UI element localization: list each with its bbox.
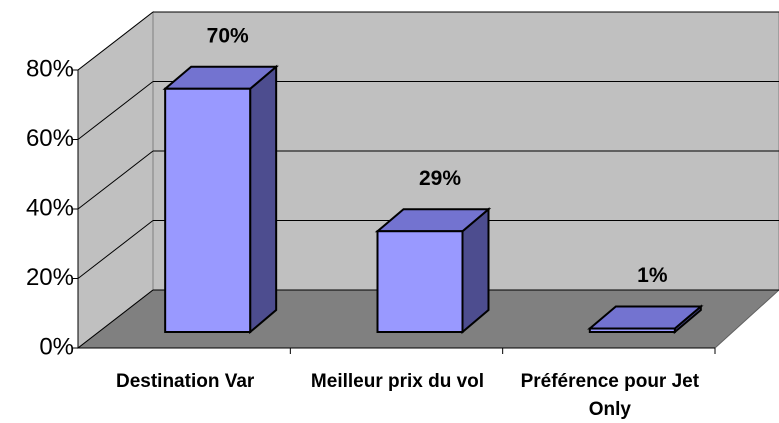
grid-line: [77, 220, 154, 279]
y-tick-label: 0%: [39, 333, 74, 360]
bar-side: [249, 64, 278, 335]
x-tick-label: Destination Var: [115, 371, 255, 392]
x-tick-label: Préférence pour Jet Only: [520, 371, 700, 420]
bar: [588, 327, 676, 333]
grid-line: [77, 150, 154, 210]
y-tick-label: 80%: [26, 55, 74, 82]
y-tick-label: 20%: [26, 264, 74, 291]
value-label: 1%: [637, 264, 668, 287]
y-tick-label: 60%: [26, 125, 74, 152]
y-tick-label: 40%: [26, 194, 74, 221]
grid-line: [77, 11, 154, 71]
bar: [164, 87, 252, 333]
grid-line: [77, 81, 154, 140]
value-label: 70%: [207, 24, 249, 47]
bar: [376, 230, 464, 334]
grid-line: [77, 289, 154, 349]
x-tick-label: Meilleur prix du vol: [310, 371, 485, 392]
value-label: 29%: [419, 167, 461, 190]
